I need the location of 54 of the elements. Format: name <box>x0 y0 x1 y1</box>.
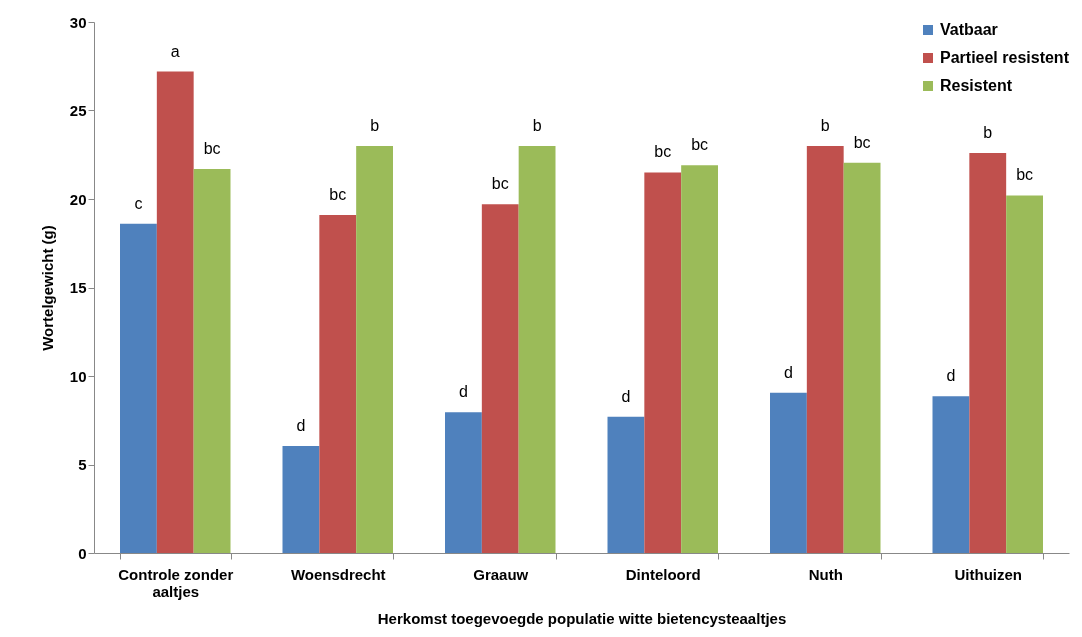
x-axis-title: Herkomst toegevoegde populatie witte bietencysteaaltjes <box>377 609 787 627</box>
data-label: bc <box>329 185 347 203</box>
x-tick-label: Controle zonder aaltjes <box>118 565 234 600</box>
bar <box>932 396 970 553</box>
data-label: c <box>134 194 143 212</box>
bar <box>356 145 393 553</box>
data-label: bc <box>203 139 221 157</box>
bar <box>770 392 807 553</box>
bar <box>481 204 519 553</box>
data-label: b <box>983 123 993 141</box>
data-label: d <box>946 367 956 385</box>
bar <box>282 445 320 553</box>
bar <box>1006 195 1043 553</box>
data-label: bc <box>654 143 672 161</box>
data-label: d <box>296 416 306 434</box>
data-label: bc <box>691 136 709 154</box>
y-tick-label: 0 <box>78 544 87 562</box>
bar <box>644 172 682 553</box>
x-tick-label: Nuth <box>808 565 843 583</box>
bar <box>843 162 881 553</box>
bar <box>445 412 482 553</box>
x-tick-label: Woensdrecht <box>290 565 386 583</box>
legend-label: Partieel resistent <box>940 49 1070 66</box>
y-axis-title: Wortelgewicht (g) <box>38 225 56 351</box>
data-label: d <box>783 363 793 381</box>
bar <box>518 145 556 553</box>
bar <box>806 145 844 553</box>
legend-label: Resistent <box>940 77 1013 94</box>
bar <box>969 152 1007 553</box>
y-tick-label: 30 <box>69 13 87 31</box>
x-tick-label: Graauw <box>473 565 529 583</box>
y-tick-label: 5 <box>78 456 87 473</box>
bar <box>120 223 157 553</box>
legend-label: Vatbaar <box>940 21 998 38</box>
bar <box>193 168 231 553</box>
bar <box>607 416 645 553</box>
bar <box>681 165 718 553</box>
data-label: b <box>532 116 542 134</box>
x-tick-label: Uithuizen <box>954 565 1022 583</box>
y-tick-label: 20 <box>69 190 87 208</box>
data-label: bc <box>491 175 509 193</box>
data-label: a <box>170 42 180 60</box>
y-tick-label: 10 <box>69 367 87 385</box>
data-label: b <box>820 116 830 134</box>
data-label: d <box>621 387 631 405</box>
data-label: bc <box>853 133 871 151</box>
bar <box>319 214 357 553</box>
x-tick-label: Dinteloord <box>625 565 701 583</box>
data-label: d <box>458 383 468 401</box>
bar <box>156 71 194 553</box>
y-tick-label: 25 <box>69 102 87 119</box>
y-tick-label: 15 <box>69 279 87 296</box>
data-label: b <box>370 116 380 134</box>
data-label: bc <box>1016 166 1034 184</box>
